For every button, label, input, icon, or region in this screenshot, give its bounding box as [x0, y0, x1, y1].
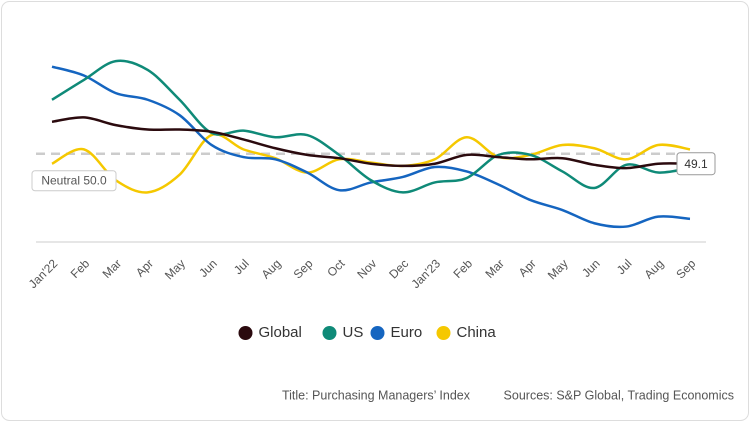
end-label-box	[676, 152, 716, 176]
legend-marker	[370, 326, 385, 340]
legend-marker	[322, 326, 337, 340]
legend-label: Global	[259, 324, 302, 341]
legend-marker	[436, 326, 451, 340]
legend-marker	[238, 326, 253, 340]
chart-source: Sources: S&P Global, Trading Economics	[504, 388, 734, 402]
series-line	[51, 59, 691, 194]
neutral-label: Neutral 50.0	[31, 170, 117, 192]
series-line	[51, 116, 691, 170]
legend-label: Euro	[391, 324, 423, 341]
series-line	[51, 65, 691, 229]
legend-label: China	[457, 324, 497, 341]
end-label: 49.1	[684, 157, 708, 171]
chart-title: Title: Purchasing Managers’ Index	[282, 388, 471, 402]
label-box	[31, 170, 117, 192]
legend-label: US	[343, 324, 364, 341]
neutral-text: Neutral 50.0	[41, 173, 107, 187]
